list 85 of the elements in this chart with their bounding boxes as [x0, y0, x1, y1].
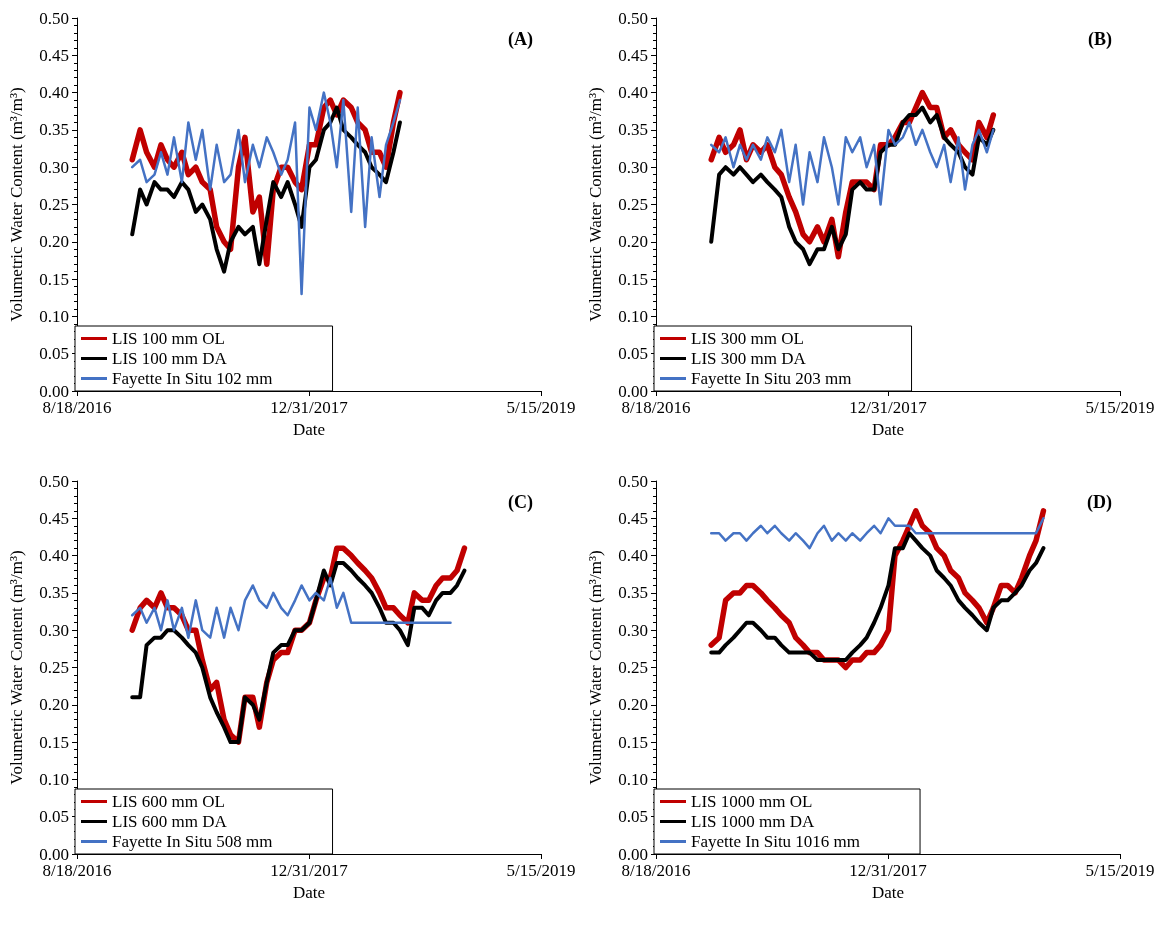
line-series	[709, 517, 1045, 550]
y-tick-label: 0.00	[618, 381, 648, 401]
y-tick-label: 0.35	[39, 583, 69, 603]
y-axis-title: Volumetric Water Content (m³/m³)	[586, 550, 605, 785]
x-tick-label: 5/15/2019	[506, 861, 576, 880]
y-tick-label: 0.15	[618, 732, 648, 752]
legend-label: LIS 100 mm DA	[112, 349, 228, 368]
y-axis-title: Volumetric Water Content (m³/m³)	[7, 550, 26, 785]
line-series	[709, 121, 995, 206]
legend-label: LIS 100 mm OL	[112, 329, 225, 348]
line-series	[709, 531, 1046, 663]
annotation: (A)	[508, 29, 534, 50]
y-tick-label: 0.20	[39, 695, 69, 715]
y-tick-label: 0.05	[39, 344, 69, 364]
x-axis-title: Date	[292, 882, 326, 902]
y-tick-label: 0.45	[39, 45, 69, 65]
x-tick-label: 5/15/2019	[506, 398, 576, 417]
annotation: (C)	[508, 492, 534, 513]
y-tick-label: 0.45	[618, 508, 648, 528]
x-tick-label: 8/18/2016	[621, 861, 691, 880]
legend-label: LIS 600 mm DA	[112, 812, 228, 831]
y-tick-label: 0.15	[39, 732, 69, 752]
y-tick-label: 0.40	[39, 83, 69, 103]
y-tick-label: 0.45	[618, 45, 648, 65]
x-tick-label: 12/31/2017	[270, 398, 349, 417]
y-tick-label: 0.15	[39, 269, 69, 289]
y-tick-label: 0.30	[618, 620, 648, 640]
y-tick-label: 0.20	[618, 695, 648, 715]
y-tick-label: 0.20	[618, 232, 648, 252]
y-tick-label: 0.15	[618, 269, 648, 289]
y-tick-label: 0.50	[39, 8, 69, 28]
legend-label: LIS 600 mm OL	[112, 792, 225, 811]
y-tick-label: 0.35	[39, 120, 69, 140]
x-tick-label: 12/31/2017	[849, 398, 928, 417]
y-tick-label: 0.25	[618, 658, 648, 677]
x-axis-title: Date	[292, 419, 326, 439]
y-tick-label: 0.30	[39, 620, 69, 640]
y-tick-label: 0.25	[39, 658, 69, 677]
x-tick-label: 12/31/2017	[270, 861, 349, 880]
y-tick-label: 0.00	[618, 844, 648, 864]
legend-label: LIS 300 mm DA	[691, 349, 807, 368]
annotation: (D)	[1087, 492, 1113, 513]
y-tick-label: 0.10	[618, 306, 648, 326]
y-tick-label: 0.35	[618, 120, 648, 140]
x-axis-title: Date	[871, 882, 905, 902]
y-tick-label: 0.05	[618, 807, 648, 827]
y-tick-label: 0.30	[39, 157, 69, 177]
annotation: (B)	[1088, 29, 1113, 50]
legend-label: Fayette In Situ 203 mm	[691, 369, 852, 388]
y-tick-label: 0.25	[39, 195, 69, 214]
x-tick-label: 5/15/2019	[1085, 398, 1155, 417]
y-tick-label: 0.00	[39, 381, 69, 401]
legend-label: Fayette In Situ 508 mm	[112, 832, 273, 851]
legend-label: LIS 300 mm OL	[691, 329, 804, 348]
y-tick-label: 0.40	[618, 546, 648, 566]
y-tick-label: 0.00	[39, 844, 69, 864]
y-tick-label: 0.45	[39, 508, 69, 528]
x-tick-label: 5/15/2019	[1085, 861, 1155, 880]
x-tick-label: 12/31/2017	[849, 861, 928, 880]
y-tick-label: 0.05	[39, 807, 69, 827]
y-tick-label: 0.50	[618, 471, 648, 491]
y-tick-label: 0.50	[39, 471, 69, 491]
y-tick-label: 0.25	[618, 195, 648, 214]
y-axis-title: Volumetric Water Content (m³/m³)	[586, 87, 605, 322]
legend-label: Fayette In Situ 1016 mm	[691, 832, 861, 851]
y-tick-label: 0.50	[618, 8, 648, 28]
y-tick-label: 0.40	[39, 546, 69, 566]
x-axis-title: Date	[871, 419, 905, 439]
y-tick-label: 0.10	[618, 769, 648, 789]
x-tick-label: 8/18/2016	[42, 398, 112, 417]
y-tick-label: 0.30	[618, 157, 648, 177]
y-tick-label: 0.40	[618, 83, 648, 103]
y-tick-label: 0.10	[39, 769, 69, 789]
x-tick-label: 8/18/2016	[42, 861, 112, 880]
y-tick-label: 0.10	[39, 306, 69, 326]
y-tick-label: 0.20	[39, 232, 69, 252]
line-series	[130, 91, 402, 296]
y-tick-label: 0.35	[618, 583, 648, 603]
legend-label: LIS 1000 mm OL	[691, 792, 813, 811]
legend-label: LIS 1000 mm DA	[691, 812, 815, 831]
y-axis-title: Volumetric Water Content (m³/m³)	[7, 87, 26, 322]
legend-label: Fayette In Situ 102 mm	[112, 369, 273, 388]
x-tick-label: 8/18/2016	[621, 398, 691, 417]
line-series	[130, 576, 452, 639]
y-tick-label: 0.05	[618, 344, 648, 364]
